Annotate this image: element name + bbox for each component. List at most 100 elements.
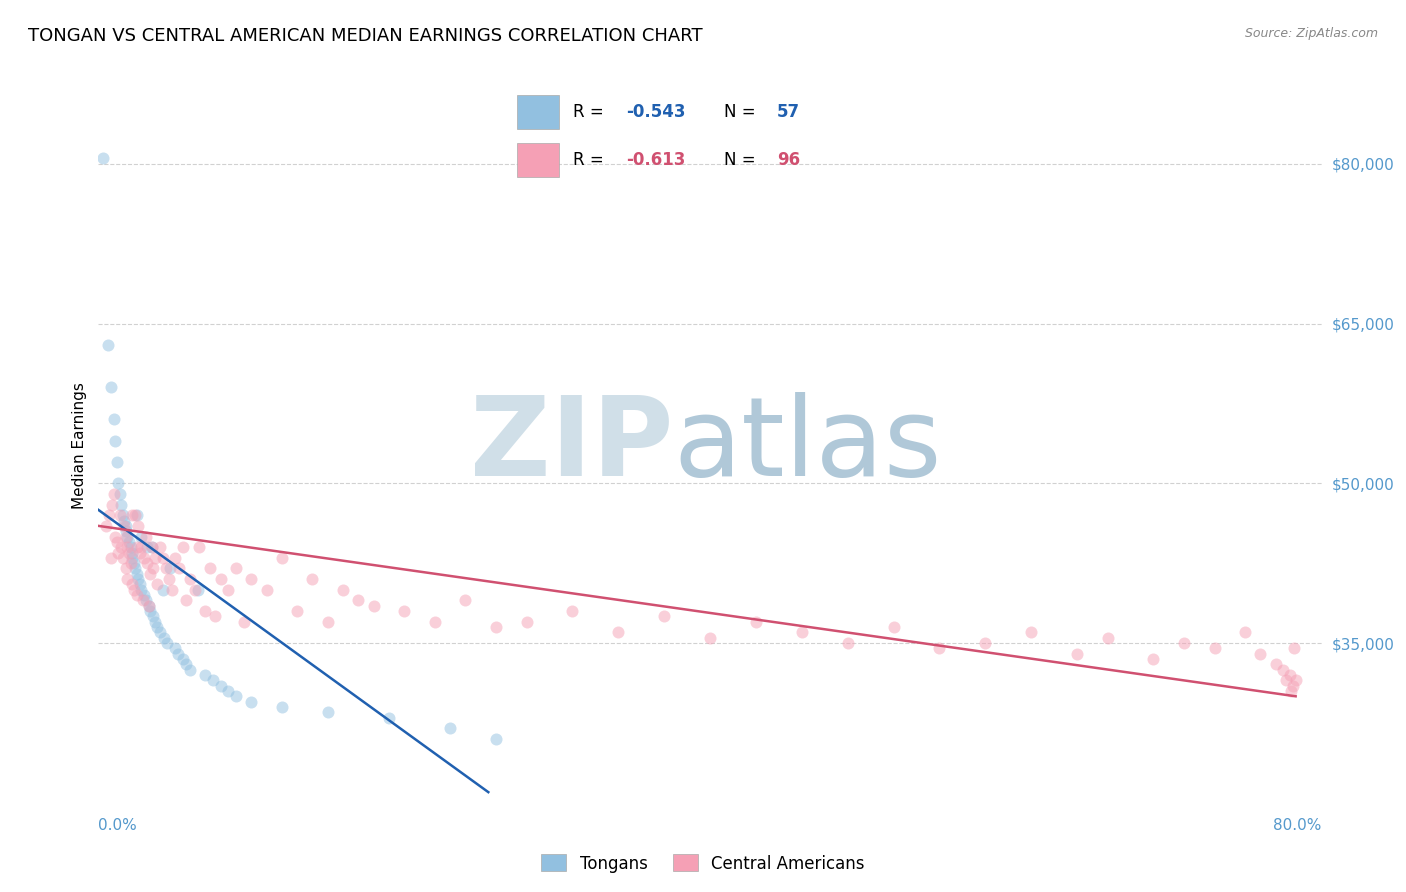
Point (202, 673, 225, 688)
Point (155, 561, 177, 575)
Point (152, 582, 174, 597)
Point (127, 572, 149, 586)
Point (174, 593, 197, 607)
Point (145, 577, 167, 591)
Text: N =: N = (724, 151, 761, 169)
Point (209, 572, 232, 586)
Point (454, 593, 477, 607)
Point (423, 615, 446, 629)
Point (1278, 668, 1301, 682)
Point (120, 556, 142, 570)
Point (174, 657, 197, 672)
Point (285, 604, 308, 618)
Text: ZIP: ZIP (470, 392, 673, 500)
Point (101, 498, 124, 512)
Point (194, 668, 217, 682)
Text: N =: N = (724, 103, 761, 121)
Point (111, 550, 134, 565)
Point (138, 599, 160, 613)
Point (1097, 631, 1119, 645)
Point (125, 566, 148, 581)
Point (217, 684, 239, 698)
Point (256, 582, 278, 597)
Point (172, 652, 194, 666)
Text: -0.613: -0.613 (626, 151, 685, 169)
Point (132, 593, 155, 607)
Point (172, 540, 194, 554)
Point (100, 550, 122, 565)
Point (120, 540, 142, 554)
Point (316, 615, 339, 629)
Point (332, 582, 354, 597)
Point (103, 487, 125, 501)
Legend: Tongans, Central Americans: Tongans, Central Americans (534, 847, 872, 880)
Point (107, 476, 129, 491)
Point (167, 647, 190, 661)
Point (141, 540, 163, 554)
Point (270, 550, 292, 565)
Point (125, 540, 148, 554)
Point (240, 572, 263, 586)
Point (439, 721, 461, 735)
Point (108, 487, 131, 501)
Point (745, 615, 768, 629)
Point (121, 550, 143, 565)
Point (135, 529, 157, 543)
Point (91, 152, 114, 166)
Point (108, 508, 131, 523)
Point (188, 540, 211, 554)
Point (516, 615, 538, 629)
Point (1234, 625, 1257, 640)
Text: R =: R = (574, 103, 609, 121)
Point (134, 550, 156, 565)
FancyBboxPatch shape (517, 95, 560, 128)
Point (100, 380, 122, 394)
Point (111, 508, 134, 523)
Text: 0.0%: 0.0% (98, 818, 138, 832)
Point (117, 572, 139, 586)
Point (837, 636, 859, 650)
Text: 96: 96 (778, 151, 800, 169)
Point (129, 529, 152, 543)
FancyBboxPatch shape (517, 144, 560, 177)
Point (156, 636, 179, 650)
Point (160, 582, 183, 597)
Point (139, 604, 162, 618)
Point (153, 631, 176, 645)
Text: atlas: atlas (673, 392, 942, 500)
Point (97, 338, 120, 352)
Point (883, 620, 905, 634)
Y-axis label: Median Earnings: Median Earnings (72, 383, 87, 509)
Point (179, 572, 201, 586)
Point (121, 545, 143, 559)
Point (485, 620, 508, 634)
Point (699, 631, 721, 645)
Point (112, 519, 135, 533)
Point (163, 550, 186, 565)
Point (1066, 647, 1088, 661)
Text: Source: ZipAtlas.com: Source: ZipAtlas.com (1244, 27, 1378, 40)
Point (129, 540, 152, 554)
Point (270, 700, 292, 714)
Point (118, 534, 141, 549)
Point (105, 534, 128, 549)
Point (129, 582, 152, 597)
Point (301, 572, 323, 586)
Point (149, 540, 172, 554)
Point (122, 556, 145, 570)
Point (115, 561, 138, 575)
Point (125, 508, 148, 523)
Point (115, 529, 138, 543)
Point (141, 540, 163, 554)
Point (1019, 625, 1042, 640)
Point (225, 690, 247, 704)
Point (143, 550, 166, 565)
Point (485, 731, 508, 746)
Point (1279, 684, 1302, 698)
Point (209, 679, 232, 693)
Point (928, 641, 950, 656)
Point (316, 706, 339, 720)
Point (110, 498, 132, 512)
Point (392, 604, 416, 618)
Point (98, 508, 121, 523)
